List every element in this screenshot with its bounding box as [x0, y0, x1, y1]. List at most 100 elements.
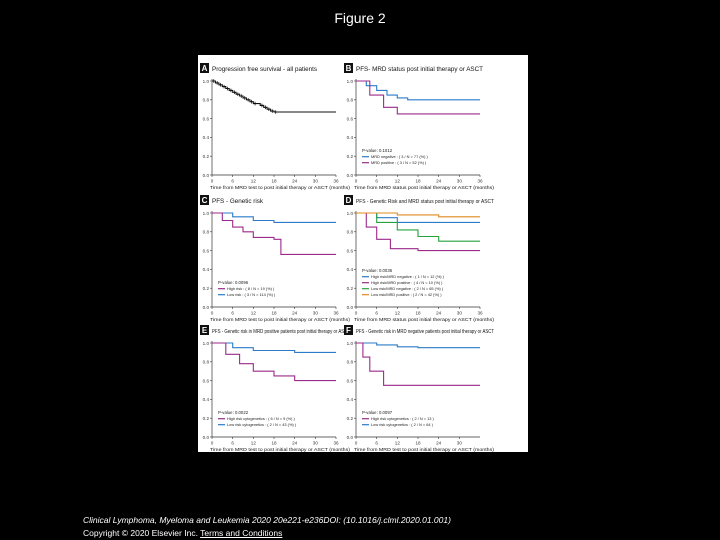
- y-tick-label: 0.0: [203, 435, 210, 440]
- km-curve-1: [356, 342, 480, 349]
- panel-letter: D: [346, 196, 352, 205]
- x-tick-label: 36: [477, 179, 483, 184]
- legend-entry: High risk/MRD negative : ( 1 / N = 12 (%…: [371, 274, 445, 279]
- y-tick-label: 0.4: [203, 397, 210, 402]
- y-tick-label: 0.4: [203, 267, 210, 272]
- p-value: P-value: 0.0022: [218, 410, 249, 415]
- chart-panel-a: A Progression free survival - all patient…: [200, 63, 351, 190]
- y-tick-label: 0.2: [203, 286, 210, 291]
- km-curve-2: [356, 342, 480, 386]
- chart-panel-f: F PFS - Genetic risk in MRD negative pati…: [344, 325, 495, 452]
- km-curve-2: [356, 80, 480, 115]
- terms-link[interactable]: Terms and Conditions: [200, 528, 283, 538]
- legend-entry: High risk : ( 8 / N = 19 (%) ): [227, 286, 275, 291]
- y-tick-label: 1.0: [347, 211, 354, 216]
- x-tick-label: 24: [292, 311, 298, 316]
- y-tick-label: 0.6: [203, 378, 210, 383]
- x-tick-label: 12: [395, 441, 401, 446]
- figure-title: Figure 2: [334, 10, 386, 26]
- x-tick-label: 0: [211, 441, 214, 446]
- x-tick-label: 24: [292, 179, 298, 184]
- y-tick-label: 0.2: [347, 416, 354, 421]
- x-tick-label: 6: [375, 311, 378, 316]
- x-tick-label: 30: [313, 179, 319, 184]
- chart-title: PFS - Genetic risk: [212, 198, 264, 205]
- y-tick-label: 0.6: [203, 248, 210, 253]
- y-tick-label: 0.8: [203, 360, 210, 365]
- y-tick-label: 0.8: [347, 360, 354, 365]
- x-tick-label: 24: [436, 179, 442, 184]
- x-tick-label: 12: [251, 441, 257, 446]
- y-tick-label: 0.8: [347, 98, 354, 103]
- copyright-text: Copyright © 2020 Elsevier Inc.: [83, 528, 198, 538]
- panel-letter-badge: [344, 195, 353, 205]
- chart-title: PFS - Genetic risk in MRD positive patie…: [212, 329, 351, 335]
- y-tick-label: 0.0: [347, 305, 354, 310]
- legend-entry: High risk cytogenetics : ( 2 / N = 13 ): [371, 416, 435, 421]
- legend-entry: MRD positive : ( 3 / N = 52 (%) ): [371, 160, 427, 165]
- y-tick-label: 1.0: [347, 79, 354, 84]
- y-tick-label: 0.2: [347, 154, 354, 159]
- panel-letter-badge: [200, 63, 209, 73]
- km-curve-1: [212, 80, 336, 113]
- x-tick-label: 0: [211, 311, 214, 316]
- km-curve-1: [212, 342, 336, 353]
- y-tick-label: 0.4: [347, 397, 354, 402]
- km-curve-2: [212, 342, 336, 382]
- x-tick-label: 6: [375, 179, 378, 184]
- y-tick-label: 0.4: [203, 135, 210, 140]
- y-tick-label: 0.6: [347, 116, 354, 121]
- x-tick-label: 30: [313, 311, 319, 316]
- x-tick-label: 0: [355, 179, 358, 184]
- panel-letter: E: [202, 326, 208, 335]
- x-tick-label: 0: [211, 179, 214, 184]
- panel-letter-badge: [344, 325, 353, 335]
- x-tick-label: 30: [457, 441, 463, 446]
- x-tick-label: 30: [457, 179, 463, 184]
- chart-title: PFS - Genetic risk in MRD negative patie…: [356, 329, 495, 335]
- y-tick-label: 0.0: [203, 305, 210, 310]
- chart-title: Progression free survival - all patients: [212, 66, 317, 73]
- x-tick-label: 6: [231, 179, 234, 184]
- y-tick-label: 0.4: [347, 267, 354, 272]
- legend-entry: Low risk/MRD negative : ( 2 / N = 65 (%)…: [371, 286, 444, 291]
- y-tick-label: 0.8: [347, 230, 354, 235]
- y-tick-label: 0.0: [203, 173, 210, 178]
- legend-entry: MRD negative : ( 3 / N = 77 (%) ): [371, 154, 428, 159]
- y-tick-label: 0.2: [347, 286, 354, 291]
- y-tick-label: 0.6: [347, 248, 354, 253]
- chart-panel-d: D PFS - Genetic Risk and MRD status post …: [344, 195, 495, 322]
- x-axis-label: Time from MRD test to post initial thera…: [210, 317, 351, 322]
- x-tick-label: 6: [231, 311, 234, 316]
- panel-letter: F: [346, 326, 351, 335]
- panel-letter: C: [202, 196, 208, 205]
- y-tick-label: 0.0: [347, 173, 354, 178]
- x-tick-label: 6: [231, 441, 234, 446]
- x-tick-label: 18: [271, 311, 277, 316]
- x-tick-label: 18: [271, 441, 277, 446]
- y-tick-label: 0.8: [203, 98, 210, 103]
- x-tick-label: 30: [457, 311, 463, 316]
- x-tick-label: 18: [415, 179, 421, 184]
- legend-entry: Low risk : ( 3 / N = 114 (%) ): [227, 292, 276, 297]
- x-tick-label: 0: [355, 441, 358, 446]
- y-tick-label: 0.6: [203, 116, 210, 121]
- x-tick-label: 18: [415, 311, 421, 316]
- p-value: P-value: 0.1012: [362, 148, 393, 153]
- legend-entry: High risk/MRD positive : ( 4 / N = 10 (%…: [371, 280, 443, 285]
- legend-entry: Low risk cytogenetics : ( 2 / N = 64 ): [371, 422, 434, 427]
- x-tick-label: 36: [333, 441, 339, 446]
- x-tick-label: 24: [292, 441, 298, 446]
- x-tick-label: 24: [436, 311, 442, 316]
- panel-letter-badge: [200, 325, 209, 335]
- km-curve-1: [356, 80, 480, 101]
- y-tick-label: 0.8: [203, 230, 210, 235]
- panel-letter: A: [202, 64, 208, 73]
- panel-letter-badge: [344, 63, 353, 73]
- x-tick-label: 18: [271, 179, 277, 184]
- x-tick-label: 12: [251, 311, 257, 316]
- km-curve-3: [356, 212, 480, 242]
- x-tick-label: 36: [333, 311, 339, 316]
- km-curve-4: [356, 212, 480, 218]
- y-tick-label: 1.0: [203, 341, 210, 346]
